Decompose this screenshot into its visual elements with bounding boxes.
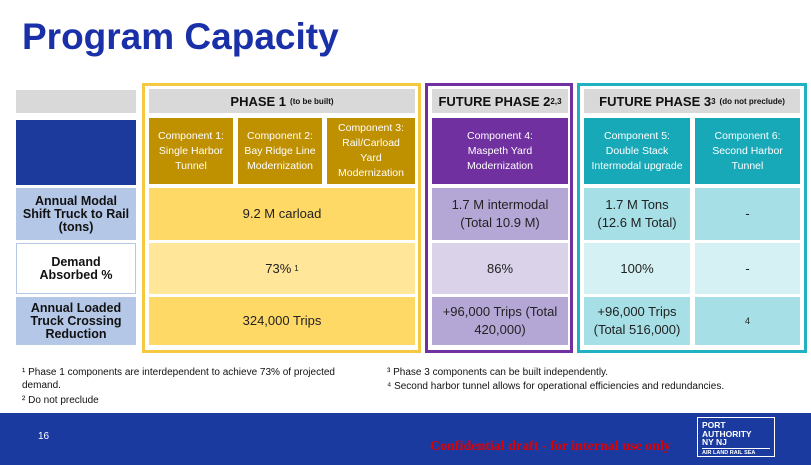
table-cell: - xyxy=(695,243,800,294)
logo-text: NY NJ xyxy=(702,437,727,447)
footnote-ref: 3 xyxy=(711,96,716,106)
table-cell: 1.7 M intermodal (Total 10.9 M) xyxy=(432,188,568,240)
phase-name: PHASE 1 xyxy=(230,93,287,109)
phase-frame xyxy=(425,83,573,353)
component: Component 6: Second Harbor Tunnel xyxy=(695,118,800,184)
phase-name: FUTURE PHASE 3 xyxy=(599,93,712,109)
corner-cell xyxy=(16,120,136,185)
footer-bar xyxy=(0,413,811,465)
footnote-ref: 1 xyxy=(294,263,299,273)
component: Component 2: Bay Ridge Line Modernizatio… xyxy=(238,118,322,184)
component: Component 4: Maspeth Yard Modernization xyxy=(432,118,568,184)
table-cell: - xyxy=(695,188,800,240)
confidential-note: Confidential draft - for internal use on… xyxy=(430,439,671,454)
phase-header: FUTURE PHASE 2 2,3 xyxy=(432,89,568,113)
logo-text: AUTHORITY xyxy=(702,428,752,439)
phase-header: FUTURE PHASE 3 3 (do not preclude) xyxy=(584,89,800,113)
logo: PORT AUTHORITY NY NJ AIR LAND RAIL SEA xyxy=(697,417,775,457)
logo-tagline: AIR LAND RAIL SEA xyxy=(702,447,770,457)
footnote: ⁴ Second harbor tunnel allows for operat… xyxy=(387,381,725,392)
footnote-ref: 2,3 xyxy=(550,96,562,106)
table-cell: +96,000 Trips (Total 420,000) xyxy=(432,297,568,345)
table-cell: 73% 1 xyxy=(149,243,415,294)
row-label: Annual Modal Shift Truck to Rail (tons) xyxy=(16,188,136,240)
phase-frame xyxy=(142,83,421,353)
corner-cell xyxy=(16,90,136,113)
phase-note: (to be built) xyxy=(290,96,334,106)
table-cell: 324,000 Trips xyxy=(149,297,415,345)
table-cell: +96,000 Trips (Total 516,000) xyxy=(584,297,690,345)
table-cell: 4 xyxy=(695,297,800,345)
slide-title: Program Capacity xyxy=(22,16,339,57)
table-cell: 9.2 M carload xyxy=(149,188,415,240)
logo-text: PORT xyxy=(702,420,726,430)
phase-header: PHASE 1 (to be built) xyxy=(149,89,415,113)
table-cell: 100% xyxy=(584,243,690,294)
component: Component 5: Double Stack Intermodal upg… xyxy=(584,118,690,184)
page-number: 16 xyxy=(38,431,50,442)
component: Component 1: Single Harbor Tunnel xyxy=(149,118,233,184)
table-cell: 1.7 M Tons (12.6 M Total) xyxy=(584,188,690,240)
footnote: ³ Phase 3 components can be built indepe… xyxy=(387,367,609,378)
phase-frame xyxy=(577,83,807,353)
phase-name: FUTURE PHASE 2 xyxy=(438,93,551,109)
table-cell: 86% xyxy=(432,243,568,294)
phase-note: (do not preclude) xyxy=(719,96,785,106)
row-label: Annual Loaded Truck Crossing Reduction xyxy=(16,297,136,345)
footnote: ¹ Phase 1 components are interdependent … xyxy=(22,367,335,391)
cell-text: 73% xyxy=(265,260,292,276)
footnote: ² Do not preclude xyxy=(22,395,99,406)
row-label: Demand Absorbed % xyxy=(16,243,136,294)
component: Component 3: Rail/Carload Yard Moderniza… xyxy=(327,118,415,184)
